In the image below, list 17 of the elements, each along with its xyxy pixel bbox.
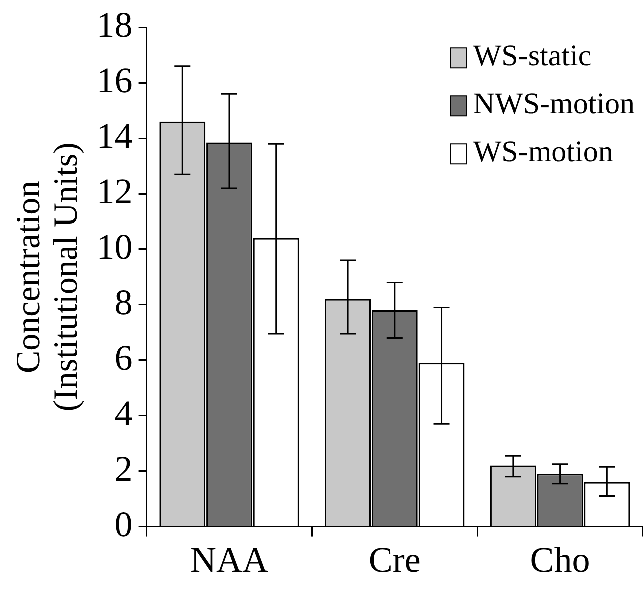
y-axis-title: Concentration (Institutional Units) xyxy=(10,142,86,412)
y-tick-label: 16 xyxy=(96,60,133,101)
x-tick-label: NAA xyxy=(190,540,268,580)
y-tick-label: 10 xyxy=(96,226,133,267)
legend-label: NWS-motion xyxy=(473,87,636,120)
legend-label: WS-static xyxy=(473,39,592,72)
legend-label: WS-motion xyxy=(473,135,614,168)
x-tick-label: Cre xyxy=(368,540,421,580)
y-tick-label: 2 xyxy=(114,448,133,489)
y-tick-label: 12 xyxy=(96,171,133,212)
y-tick-label: 6 xyxy=(114,338,133,378)
y-tick-label: 4 xyxy=(114,393,133,434)
y-tick-label: 0 xyxy=(114,504,133,544)
x-tick-label: Cho xyxy=(530,540,590,580)
y-tick-label: 18 xyxy=(96,5,133,46)
y-tick-label: 14 xyxy=(96,116,133,156)
y-tick-label: 8 xyxy=(114,282,133,322)
